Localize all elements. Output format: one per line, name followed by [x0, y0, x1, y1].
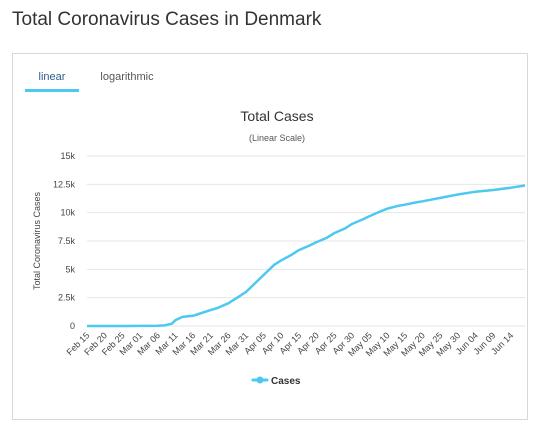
y-tick-label: 7.5k: [58, 236, 76, 246]
legend-marker: [256, 376, 264, 384]
y-tick-label: 0: [70, 321, 75, 331]
y-tick-label: 2.5k: [58, 293, 76, 303]
y-tick-label: 5k: [65, 264, 75, 274]
y-tick-label: 10k: [60, 208, 75, 218]
tab-active-indicator: [25, 89, 79, 92]
y-axis-title: Total Coronavirus Cases: [32, 191, 42, 290]
chart-panel: linear logarithmic Total Cases (Linear S…: [12, 53, 528, 420]
tab-logarithmic-label: logarithmic: [100, 71, 154, 83]
tab-logarithmic[interactable]: logarithmic: [89, 62, 165, 92]
grid-lines: [87, 155, 525, 327]
chart-subtitle: (Linear Scale): [249, 133, 305, 143]
y-tick-label: 15k: [60, 151, 75, 161]
y-axis-labels: 0 2.5k 5k 7.5k 10k 12.5k 15k: [53, 151, 76, 331]
legend[interactable]: Cases: [251, 376, 301, 387]
series-line-cases[interactable]: [87, 184, 526, 328]
tab-linear[interactable]: linear: [25, 62, 79, 92]
series-layer: [87, 184, 526, 328]
line-chart: Total Cases (Linear Scale) 0 2.5k 5k 7.5k 10…: [32, 108, 526, 387]
page-title: Total Coronavirus Cases in Denmark: [12, 9, 322, 30]
tab-linear-label: linear: [38, 71, 66, 83]
chart-title: Total Cases: [240, 108, 313, 124]
legend-label: Cases: [271, 376, 301, 387]
y-tick-label: 12.5k: [53, 179, 76, 189]
